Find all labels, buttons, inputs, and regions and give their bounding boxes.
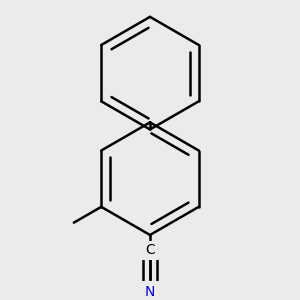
Text: C: C: [145, 243, 155, 257]
Text: N: N: [145, 285, 155, 299]
